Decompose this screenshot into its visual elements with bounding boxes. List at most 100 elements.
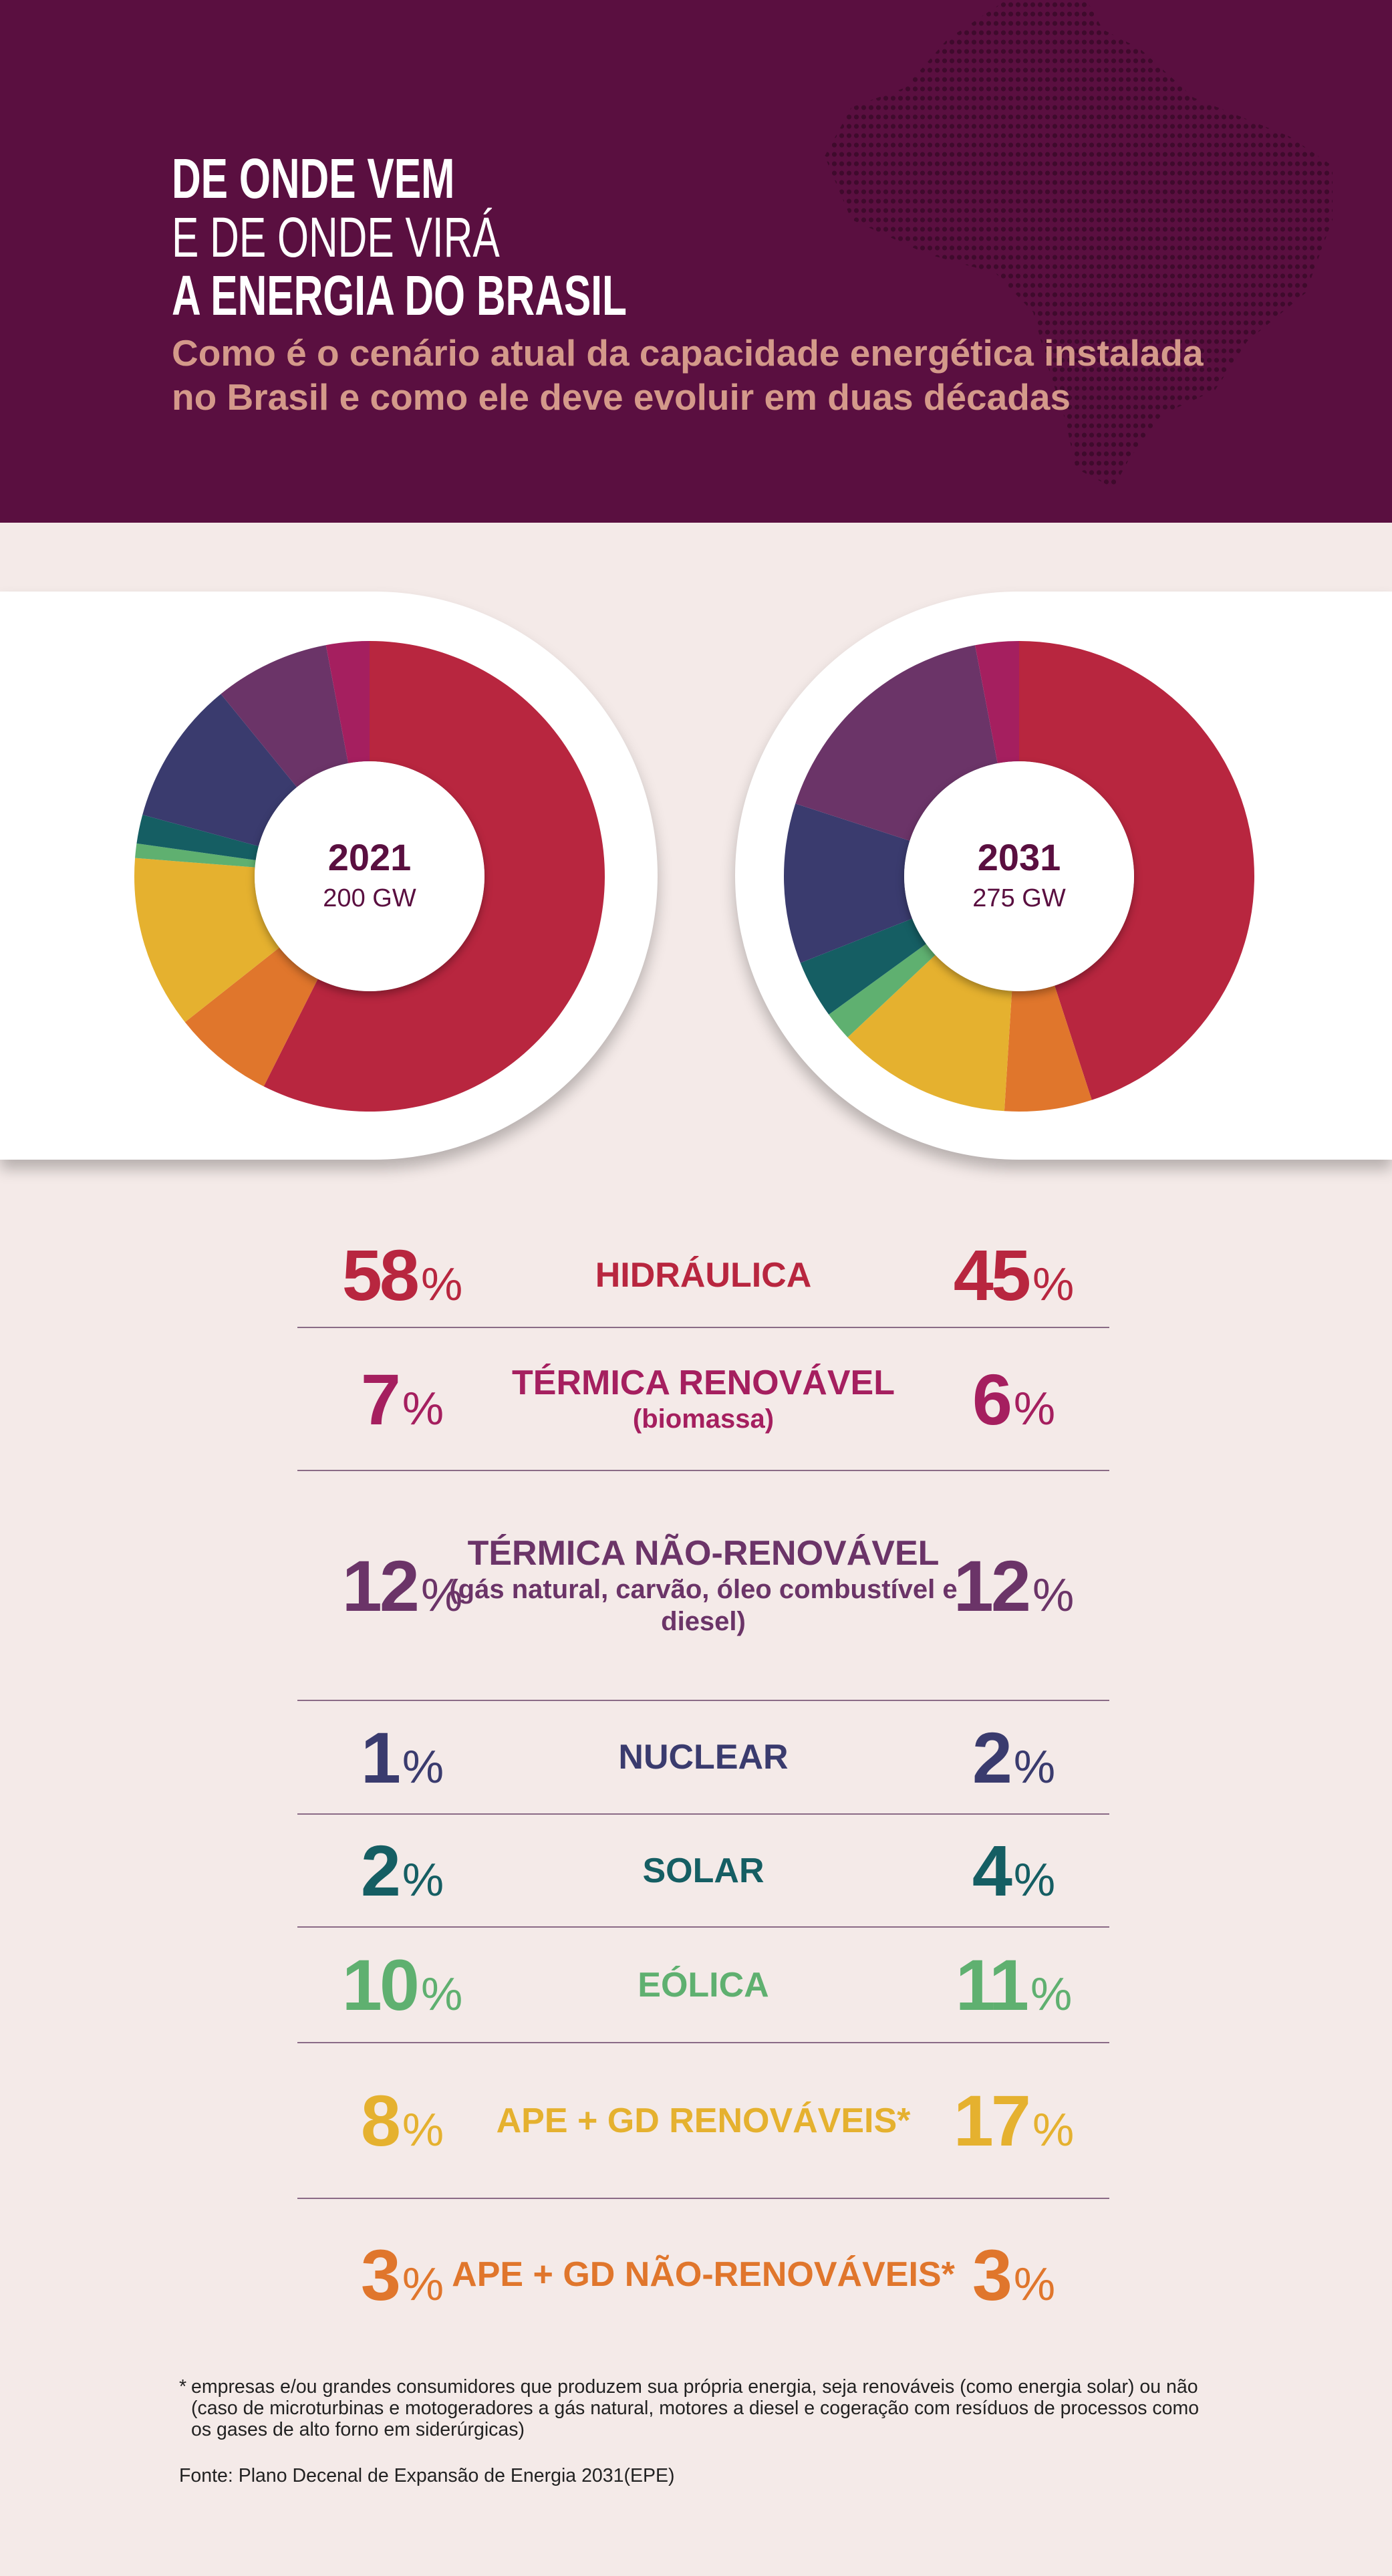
source-name: SOLAR (642, 1851, 764, 1890)
pct-sign: % (402, 1740, 444, 1793)
source-label: APE + GD RENOVÁVEIS* (297, 2101, 1109, 2141)
donut-slice-t-rmica-renov-vel (184, 947, 318, 1087)
source-name: NUCLEAR (618, 1738, 789, 1777)
pct-2031: 11% (914, 1943, 1114, 2027)
pct-sign: % (402, 2257, 444, 2310)
pct-value: 1 (360, 1716, 401, 1798)
pct-value: 45 (953, 1235, 1031, 1315)
pct-2031: 17% (914, 2079, 1114, 2162)
source-label: APE + GD NÃO-RENOVÁVEIS* (297, 2255, 1109, 2295)
pct-2031: 12% (914, 1544, 1114, 1628)
donut-center-2031: 2031 275 GW (904, 835, 1134, 913)
comparison-table: 58% HIDRÁULICA 45% 7% TÉRMICA RENOVÁVEL (b… (297, 1223, 1109, 2350)
pct-2031: 3% (914, 2233, 1114, 2317)
pct-value: 8 (360, 2080, 401, 2161)
title-line-2: E DE ONDE VIRÁ (172, 206, 500, 269)
pct-sign: % (1032, 2103, 1075, 2156)
pct-2021: 1% (302, 1716, 503, 1799)
pct-sign: % (420, 1258, 463, 1310)
footnote-asterisk: * (179, 2376, 187, 2398)
pct-2031: 2% (914, 1716, 1114, 1799)
pct-2021: 8% (302, 2079, 503, 2162)
donut-slice-t-rmica-renov-vel (1004, 985, 1092, 1112)
source-label: EÓLICA (297, 1965, 1109, 2005)
title-line-3: A ENERGIA DO BRASIL (172, 264, 627, 327)
pct-value: 12 (341, 1545, 420, 1626)
pct-2021: 3% (302, 2233, 503, 2317)
pct-sign: % (402, 2103, 444, 2156)
source-name: EÓLICA (638, 1965, 769, 2005)
source-label: HIDRÁULICA (297, 1255, 1109, 1295)
title-line-1: DE ONDE VEM (172, 147, 455, 210)
table-row: 8% APE + GD RENOVÁVEIS* 17% (297, 2043, 1109, 2199)
donut-hole (255, 761, 484, 991)
donut-slice-solar (136, 815, 259, 861)
source-label: SOLAR (297, 1851, 1109, 1891)
pct-2031: 45% (914, 1233, 1114, 1317)
pct-value: 2 (360, 1830, 401, 1911)
donut-slice-hidr-ulica (1019, 641, 1255, 1100)
year-label: 2021 (327, 836, 412, 878)
pct-2031: 6% (914, 1358, 1114, 1441)
pct-value: 2 (972, 1716, 1012, 1798)
pct-sign: % (1032, 1258, 1075, 1310)
source-name: APE + GD RENOVÁVEIS* (496, 2101, 911, 2140)
capacity-label: 200 GW (323, 884, 416, 912)
pct-sign: % (420, 1968, 463, 2020)
pct-sign: % (1013, 1382, 1056, 1434)
source-name: HIDRÁULICA (595, 1255, 812, 1295)
donut-slice-nuclear (829, 944, 936, 1037)
pct-2021: 2% (302, 1829, 503, 1912)
pct-sign: % (1013, 1853, 1056, 1906)
pct-value: 4 (972, 1830, 1012, 1911)
source-name: TÉRMICA NÃO-RENOVÁVEL (467, 1534, 940, 1573)
donut-slice-nuclear (135, 843, 256, 868)
table-row: 12% TÉRMICA NÃO-RENOVÁVEL (gás natural, c… (297, 1471, 1109, 1701)
donut-slice-ape-gd-n-o-renov-veis (975, 641, 1019, 764)
donut-slice-t-rmica-n-o-renov-vel (847, 954, 1012, 1112)
table-row: 58% HIDRÁULICA 45% (297, 1223, 1109, 1328)
donut-chart-2021 (134, 641, 605, 1112)
donut-slice-e-lica (784, 803, 913, 963)
source-name: APE + GD NÃO-RENOVÁVEIS* (452, 2255, 955, 2294)
header-banner: DE ONDE VEM E DE ONDE VIRÁ A ENERGIA DO … (0, 0, 1392, 523)
donut-slice-t-rmica-n-o-renov-vel (134, 858, 280, 1023)
capacity-label: 275 GW (972, 884, 1066, 912)
table-row: 10% EÓLICA 11% (297, 1928, 1109, 2043)
source-name: TÉRMICA RENOVÁVEL (512, 1364, 895, 1402)
pct-sign: % (1032, 1568, 1075, 1621)
year-label: 2031 (977, 836, 1061, 878)
pct-value: 17 (953, 2080, 1031, 2161)
donut-slice-e-lica (142, 694, 297, 847)
subtitle: Como é o cenário atual da capacidade ene… (172, 332, 1204, 418)
source-detail: (biomassa) (632, 1404, 775, 1434)
pct-value: 11 (955, 1944, 1029, 2025)
source-note: Fonte: Plano Decenal de Expansão de Ener… (179, 2465, 675, 2486)
pct-2031: 4% (914, 1829, 1114, 1912)
chart-card-2021: 2021 200 GW (0, 592, 658, 1160)
source-detail: (gás natural, carvão, óleo combustível e… (449, 1575, 958, 1636)
pct-value: 10 (341, 1944, 420, 2025)
pct-value: 3 (972, 2234, 1012, 2315)
donut-slice-ape-gd-n-o-renov-veis (325, 641, 370, 763)
pct-sign: % (1030, 1968, 1073, 2020)
donut-slice-solar (800, 918, 926, 1015)
footnote: * empresas e/ou grandes consumidores que… (179, 2376, 1222, 2440)
donut-slice-ape-gd-renov-veis (795, 645, 998, 841)
chart-card-2031: 2031 275 GW (735, 592, 1392, 1160)
donut-hole (904, 761, 1134, 991)
table-row: 2% SOLAR 4% (297, 1815, 1109, 1928)
pct-2021: 7% (302, 1358, 503, 1441)
source-label: TÉRMICA RENOVÁVEL (biomassa) (297, 1363, 1109, 1435)
pct-sign: % (402, 1382, 444, 1434)
pct-value: 6 (972, 1358, 1012, 1440)
donut-center-2021: 2021 200 GW (255, 835, 484, 913)
pct-value: 58 (341, 1235, 420, 1315)
pct-sign: % (1013, 2257, 1056, 2310)
table-row: 7% TÉRMICA RENOVÁVEL (biomassa) 6% (297, 1328, 1109, 1471)
footnote-text: empresas e/ou grandes consumidores que p… (191, 2376, 1200, 2440)
pct-sign: % (1013, 1740, 1056, 1793)
pct-value: 7 (360, 1358, 401, 1440)
table-row: 1% NUCLEAR 2% (297, 1701, 1109, 1815)
pct-2021: 12% (302, 1544, 503, 1628)
